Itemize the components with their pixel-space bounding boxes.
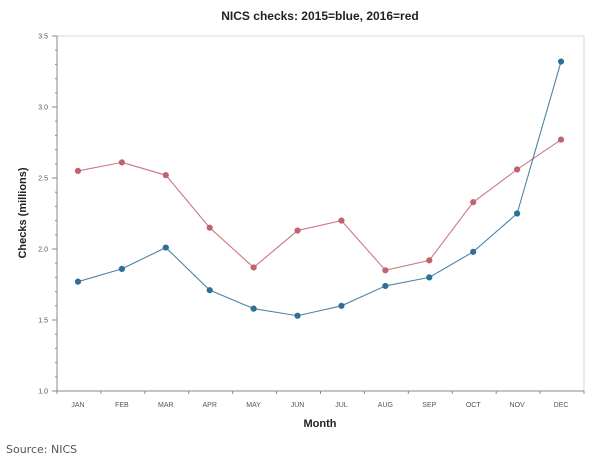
data-point (514, 166, 521, 173)
source-note: Source: NICS (6, 443, 78, 456)
x-axis-label: Month (304, 418, 337, 430)
x-tick-label: APR (203, 402, 217, 409)
data-point (118, 265, 125, 272)
x-tick-label: AUG (378, 402, 393, 409)
data-point (557, 136, 565, 143)
data-point (250, 264, 257, 271)
data-point (162, 172, 169, 179)
data-point (294, 227, 301, 234)
x-tick-label: OCT (466, 402, 482, 409)
x-axis: JAN FEB MAR APR MAY JUN JUL AUG SEP OCT NOV DEC (56, 390, 585, 409)
data-point (250, 305, 257, 312)
data-point (338, 302, 345, 309)
y-tick-label: 2.5 (38, 176, 48, 183)
data-point (382, 282, 389, 290)
data-point (426, 274, 433, 281)
x-tick-label: MAR (158, 402, 174, 409)
data-point (470, 248, 477, 255)
data-point (382, 267, 389, 274)
data-point (74, 278, 82, 285)
y-tick-label: 2.0 (38, 247, 48, 254)
y-axis: 1.0 1.5 2.0 2.5 3.0 3.5 (38, 34, 58, 396)
x-tick-label: NOV (510, 402, 526, 409)
series-2016 (74, 136, 565, 274)
y-tick-label: 1.0 (38, 389, 48, 396)
data-point (338, 217, 345, 224)
y-tick-label: 3.5 (38, 34, 48, 41)
x-tick-label: SEP (422, 402, 436, 409)
data-point (206, 287, 213, 294)
x-tick-label: JUN (291, 402, 305, 409)
data-point (74, 167, 82, 174)
chart-title: NICS checks: 2015=blue, 2016=red (221, 9, 418, 23)
x-tick-label: FEB (115, 402, 129, 409)
data-point (118, 159, 125, 166)
data-point (206, 224, 213, 231)
data-point (470, 199, 477, 206)
y-axis-label: Checks (millions) (17, 167, 29, 258)
data-point (294, 312, 301, 319)
y-tick-label: 3.0 (38, 105, 48, 112)
x-tick-label: JUL (335, 402, 348, 409)
data-point (162, 244, 169, 251)
data-point (426, 257, 433, 264)
series-2015 (74, 58, 565, 319)
x-tick-label: DEC (554, 402, 569, 409)
data-point (514, 210, 521, 217)
data-series (74, 58, 565, 319)
x-tick-label: MAY (246, 402, 261, 409)
data-point (557, 58, 565, 65)
x-tick-label: JAN (71, 402, 84, 409)
y-tick-label: 1.5 (38, 318, 48, 325)
plot-frame (56, 35, 585, 392)
